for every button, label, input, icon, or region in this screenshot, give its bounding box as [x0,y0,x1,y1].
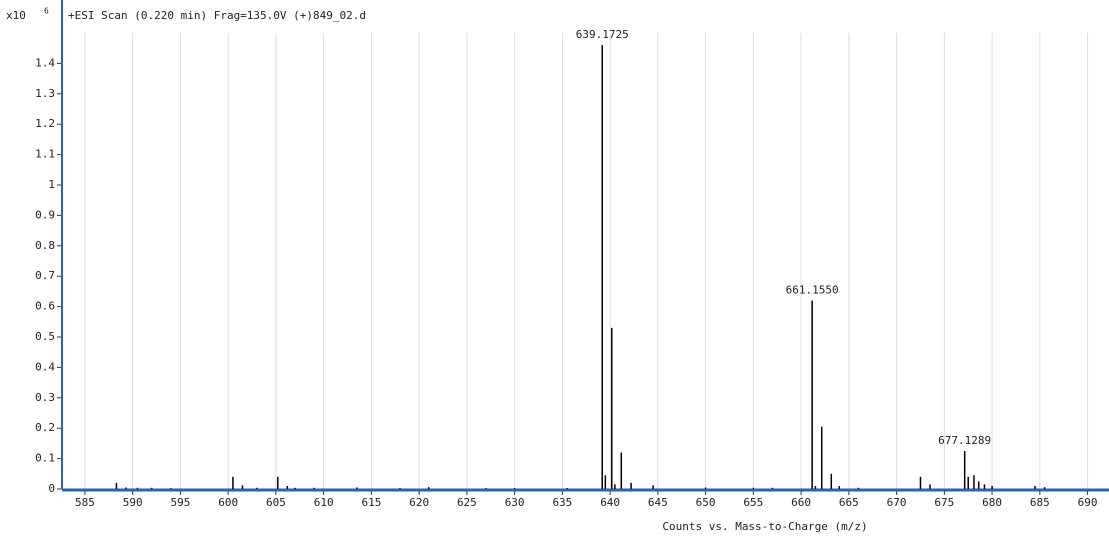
y-tick-label: 0.9 [35,208,55,221]
y-tick-label: 1.3 [35,87,55,100]
y-tick-label: 0 [48,482,55,495]
x-tick-label: 685 [1030,496,1050,509]
y-tick-label: 1.2 [35,117,55,130]
y-tick-label: 0.5 [35,330,55,343]
x-tick-label: 675 [934,496,954,509]
y-tick-label: 0.2 [35,421,55,434]
x-tick-label: 645 [648,496,668,509]
y-tick-label: 1 [48,178,55,191]
x-tick-label: 595 [170,496,190,509]
y-tick-label: 0.8 [35,239,55,252]
y-multiplier-exponent: 6 [44,7,49,16]
peak-label: 661.1550 [786,284,839,297]
x-tick-label: 630 [505,496,525,509]
chart-title: +ESI Scan (0.220 min) Frag=135.0V (+)849… [68,9,366,22]
x-tick-label: 625 [457,496,477,509]
x-tick-label: 640 [600,496,620,509]
x-tick-label: 690 [1078,496,1098,509]
x-tick-label: 585 [75,496,95,509]
peak-label: 639.1725 [576,28,629,41]
x-tick-label: 650 [696,496,716,509]
x-tick-label: 605 [266,496,286,509]
y-tick-label: 0.3 [35,391,55,404]
y-tick-label: 0.7 [35,269,55,282]
y-tick-label: 1.1 [35,148,55,161]
x-tick-label: 670 [887,496,907,509]
x-tick-label: 635 [552,496,572,509]
x-tick-label: 620 [409,496,429,509]
x-axis-label: Counts vs. Mass-to-Charge (m/z) [662,520,867,533]
x-tick-label: 680 [982,496,1002,509]
y-tick-label: 0.1 [35,452,55,465]
x-tick-label: 590 [123,496,143,509]
x-tick-label: 600 [218,496,238,509]
y-tick-label: 0.4 [35,360,55,373]
y-tick-label: 0.6 [35,300,55,313]
x-tick-label: 665 [839,496,859,509]
x-tick-label: 660 [791,496,811,509]
y-multiplier-base: x10 [6,9,26,22]
peak-label: 677.1289 [938,434,991,447]
x-tick-label: 655 [743,496,763,509]
y-tick-label: 1.4 [35,56,55,69]
x-tick-label: 610 [314,496,334,509]
x-tick-label: 615 [361,496,381,509]
